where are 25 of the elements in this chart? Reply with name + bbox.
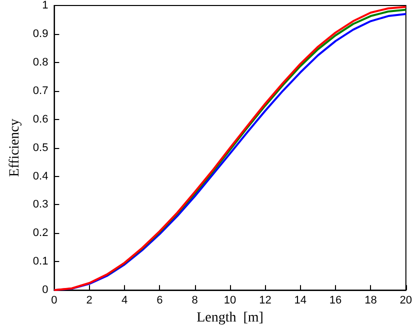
x-tick-label: 6 [156, 294, 163, 307]
x-tick-label: 2 [86, 294, 92, 307]
x-tick-label: 8 [192, 294, 198, 307]
x-tick-label: 20 [400, 294, 412, 307]
y-tick-label: 0.8 [32, 56, 48, 68]
x-tick-label: 18 [364, 294, 377, 307]
x-tick-label: 4 [121, 294, 128, 307]
y-tick-label: 0.1 [32, 256, 48, 268]
x-axis-title: Length [m] [196, 310, 264, 326]
y-tick-label: 0.2 [32, 227, 48, 240]
y-tick-label: 0.7 [32, 84, 48, 97]
y-tick-label: 0 [42, 284, 48, 296]
y-tick-label: 0.5 [32, 142, 48, 154]
y-tick-label: 0.4 [32, 170, 48, 182]
line-series [106, 8, 407, 276]
x-tick-label: 16 [329, 294, 342, 307]
y-tick-label: 1 [42, 0, 48, 12]
x-tick-label: 0 [51, 294, 58, 307]
y-tick-label: 0.6 [32, 113, 48, 126]
x-tick-label: 12 [259, 294, 272, 307]
y-tick-label: 0.3 [32, 198, 48, 211]
x-tick-label: 10 [224, 294, 236, 307]
x-tick-label: 14 [294, 294, 306, 307]
y-axis-title: Efficiency [8, 118, 22, 177]
y-tick-label: 0.9 [32, 28, 48, 40]
